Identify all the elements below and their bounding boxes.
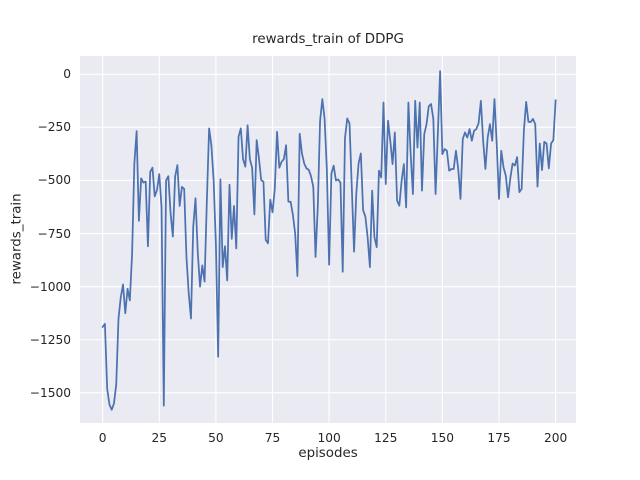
y-tick-label: −250 (37, 120, 71, 135)
y-tick-label: −500 (37, 173, 71, 188)
y-tick-label: −750 (37, 226, 71, 241)
y-tick-label: 0 (63, 67, 71, 82)
plot-area (80, 56, 576, 423)
chart-title: rewards_train of DDPG (252, 32, 404, 47)
x-tick-label: 0 (98, 431, 107, 445)
x-tick-label: 150 (430, 431, 454, 445)
x-tick-label: 100 (317, 431, 341, 445)
x-axis-label: episodes (298, 446, 358, 461)
plot-svg (80, 56, 576, 423)
x-tick-label: 125 (374, 431, 398, 445)
y-tick-label: −1250 (29, 332, 71, 347)
series-line (101, 70, 557, 411)
x-tick-label: 175 (487, 431, 511, 445)
y-tick-label: −1500 (29, 385, 71, 400)
x-tick-label: 200 (543, 431, 568, 445)
y-tick-label: −1000 (29, 279, 71, 294)
x-tick-label: 75 (264, 431, 281, 445)
x-tick-label: 50 (208, 431, 224, 445)
x-tick-label: 25 (151, 431, 168, 445)
